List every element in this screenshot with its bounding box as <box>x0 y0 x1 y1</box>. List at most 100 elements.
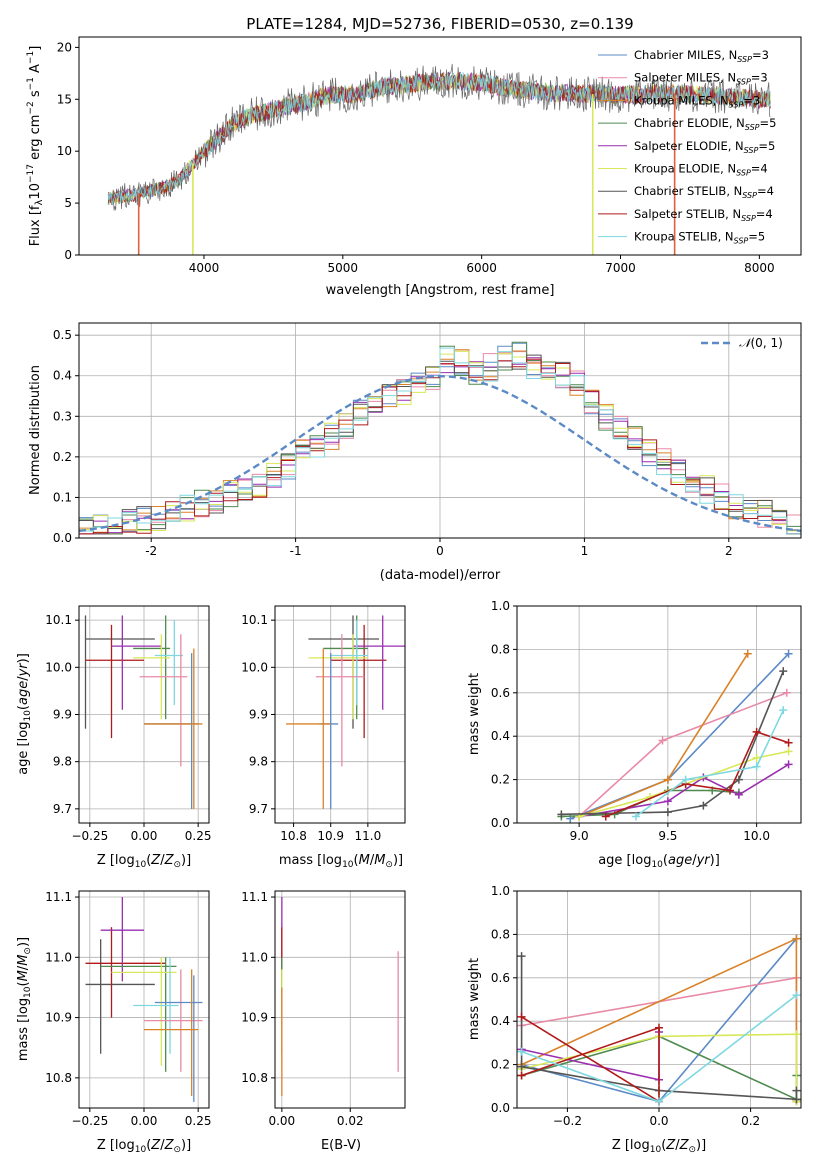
age-vs-Z-ytick-label: 9.9 <box>53 708 72 722</box>
massweight-vs-Z-point-marker <box>792 1095 801 1104</box>
massweight-vs-age-point-marker <box>734 775 743 784</box>
residuals-xtick-label: 0 <box>436 544 444 558</box>
mass-vs-Z-ytick-label: 11.1 <box>45 890 72 904</box>
mass-vs-Z-ytick-label: 11.0 <box>45 950 72 964</box>
massweight-vs-age-point-marker <box>663 797 672 806</box>
massweight-vs-Z-series-line <box>521 1016 660 1103</box>
residuals-xtick-label: -1 <box>290 544 302 558</box>
massweight-vs-Z-point-marker <box>792 1030 801 1039</box>
massweight-vs-age-point-marker <box>699 801 708 810</box>
massweight-vs-age-plot-area: 9.0 9.5 10.0 0.0 0.2 0.4 0.6 0.8 1.0 <box>491 599 801 843</box>
spectrum-plot-area: 4000 5000 6000 7000 8000 0 5 10 15 20 <box>57 40 775 275</box>
residuals-xtick-label: 2 <box>725 544 733 558</box>
residuals-ytick-label: 0.4 <box>53 369 72 383</box>
massweight-vs-age-point-marker <box>752 762 761 771</box>
massweight-vs-Z-xlabel: Z [log10(Z/Z⊙)] <box>612 1138 706 1155</box>
spectrum-xtick-label: 8000 <box>744 261 775 275</box>
massweight-vs-Z-plot-area: −0.2 0.0 0.2 0.0 0.2 0.4 0.6 0.8 1.0 <box>491 884 801 1128</box>
massweight-vs-age-series-line <box>605 730 789 818</box>
age-vs-Z-panel: −0.25 0.00 0.25 9.7 9.8 9.9 10.0 10.1 Z [log10(… <box>16 605 212 870</box>
spectrum-legend-label: Chabrier MILES, NSSP=3 <box>634 48 769 64</box>
massweight-vs-Z-panel: −0.2 0.0 0.2 0.0 0.2 0.4 0.6 0.8 1.0 Z [log10(Z/… <box>467 884 802 1155</box>
residuals-ylabel: Normed distribution <box>28 365 43 495</box>
massweight-vs-age-point-marker <box>681 775 690 784</box>
spectrum-ylabel: Flux [fλ10−17 erg cm−2 s−1 A−1] <box>26 46 45 247</box>
mass-vs-EBV-xtick-label: 0.00 <box>268 1114 295 1128</box>
massweight-vs-Z-point-marker <box>655 1097 663 1106</box>
age-vs-Z-ylabel: age [log10(age/yr)] <box>16 653 33 775</box>
massweight-vs-Z-point-marker <box>517 952 526 961</box>
mass-vs-Z-axes-frame <box>78 890 210 1109</box>
massweight-vs-Z-ytick-label: 0.0 <box>491 1101 510 1115</box>
spectrum-legend-label: Kroupa ELODIE, NSSP=4 <box>634 162 768 178</box>
mass-vs-Z-ylabel: mass [log10(M/M⊙)] <box>16 937 33 1061</box>
massweight-vs-age-point-marker <box>663 775 672 784</box>
massweight-vs-Z-ytick-label: 0.4 <box>491 1014 510 1028</box>
spectrum-series-line <box>107 72 771 203</box>
spectrum-panel: 4000 5000 6000 7000 8000 0 5 10 15 20 wavelength … <box>26 36 802 298</box>
massweight-vs-age-point-marker <box>601 812 610 821</box>
massweight-vs-age-point-marker <box>784 649 793 658</box>
age-vs-Z-ytick-label: 10.0 <box>45 660 72 674</box>
massweight-vs-age-ytick-label: 0.4 <box>491 729 510 743</box>
age-vs-Z-xtick-label: 0.25 <box>185 829 212 843</box>
spectrum-series-line <box>107 72 771 205</box>
massweight-vs-age-series-line <box>635 709 785 818</box>
massweight-vs-Z-point-marker <box>792 934 801 943</box>
massweight-vs-age-point-marker <box>663 808 672 817</box>
mass-vs-Z-plot-area: −0.25 0.00 0.25 10.8 10.9 11.0 11.1 <box>45 890 211 1128</box>
massweight-vs-age-point-marker <box>779 667 788 676</box>
age-vs-mass-ytick-label: 9.8 <box>249 755 268 769</box>
massweight-vs-Z-point-marker <box>517 1047 526 1056</box>
massweight-vs-age-point-marker <box>782 688 791 697</box>
massweight-vs-age-point-marker <box>631 812 640 821</box>
mass-vs-EBV-axes-frame <box>274 890 406 1109</box>
massweight-vs-age-ylabel: mass weight <box>467 673 482 755</box>
spectrum-legend-label: Chabrier STELIB, NSSP=4 <box>634 184 774 200</box>
spectrum-ytick-label: 20 <box>57 40 72 54</box>
age-vs-Z-ytick-label: 10.1 <box>45 613 72 627</box>
spectrum-legend-label: Salpeter STELIB, NSSP=4 <box>634 207 773 223</box>
massweight-vs-Z-xtick-label: −0.2 <box>553 1114 582 1128</box>
massweight-vs-age-ytick-label: 0.2 <box>491 773 510 787</box>
massweight-vs-Z-axes-frame <box>516 890 802 1109</box>
residuals-ytick-label: 0.1 <box>53 490 72 504</box>
residuals-legend-label: 𝒩(0, 1) <box>739 336 783 350</box>
mass-vs-EBV-ytick-label: 10.8 <box>241 1071 268 1085</box>
residuals-xlabel: (data-model)/error <box>380 568 501 583</box>
age-vs-mass-plot-area: 10.8 10.9 11.0 9.7 9.8 9.9 10.0 10.1 <box>241 606 405 843</box>
massweight-vs-Z-ytick-label: 0.8 <box>491 927 510 941</box>
residuals-plot-area: -2 -1 0 1 2 0.0 0.1 0.2 0.3 0.4 0.5 <box>53 323 802 558</box>
mass-vs-Z-ytick-label: 10.8 <box>45 1071 72 1085</box>
age-vs-Z-xlabel: Z [log10(Z/Z⊙)] <box>97 853 191 870</box>
spectrum-xtick-label: 6000 <box>466 261 497 275</box>
mass-vs-Z-ytick-label: 10.9 <box>45 1011 72 1025</box>
age-vs-mass-ytick-label: 9.7 <box>249 802 268 816</box>
spectrum-legend-label: Chabrier ELODIE, NSSP=5 <box>634 116 776 132</box>
age-vs-mass-ytick-label: 10.0 <box>241 660 268 674</box>
massweight-vs-age-ytick-label: 0.6 <box>491 686 510 700</box>
massweight-vs-age-point-marker <box>557 810 566 819</box>
massweight-vs-age-xtick-label: 9.0 <box>570 829 589 843</box>
residuals-legend: 𝒩(0, 1) <box>701 336 783 350</box>
residuals-xtick-label: 1 <box>581 544 589 558</box>
massweight-vs-Z-point-marker <box>655 1023 663 1032</box>
mass-vs-Z-xlabel: Z [log10(Z/Z⊙)] <box>97 1138 191 1155</box>
age-vs-Z-ytick-label: 9.8 <box>53 755 72 769</box>
massweight-vs-age-ytick-label: 0.0 <box>491 816 510 830</box>
mass-vs-EBV-ytick-label: 10.9 <box>241 1011 268 1025</box>
spectrum-xtick-label: 7000 <box>605 261 636 275</box>
massweight-vs-Z-point-marker <box>517 1071 526 1080</box>
massweight-vs-age-point-marker <box>743 649 752 658</box>
massweight-vs-Z-ytick-label: 1.0 <box>491 884 510 898</box>
mass-vs-EBV-panel: 0.00 0.02 10.8 10.9 11.0 11.1 E(B-V) <box>241 890 406 1153</box>
massweight-vs-Z-point-marker <box>517 1062 526 1071</box>
age-vs-Z-xtick-label: 0.00 <box>131 829 158 843</box>
spectrum-xlabel: wavelength [Angstrom, rest frame] <box>326 283 555 298</box>
massweight-vs-age-xlabel: age [log10(age/yr)] <box>598 853 720 870</box>
massweight-vs-Z-ytick-label: 0.2 <box>491 1058 510 1072</box>
residuals-xtick-label: -2 <box>145 544 157 558</box>
spectrum-legend: Chabrier MILES, NSSP=3 Salpeter MILES, NS… <box>598 48 776 246</box>
age-vs-mass-ytick-label: 9.9 <box>249 708 268 722</box>
